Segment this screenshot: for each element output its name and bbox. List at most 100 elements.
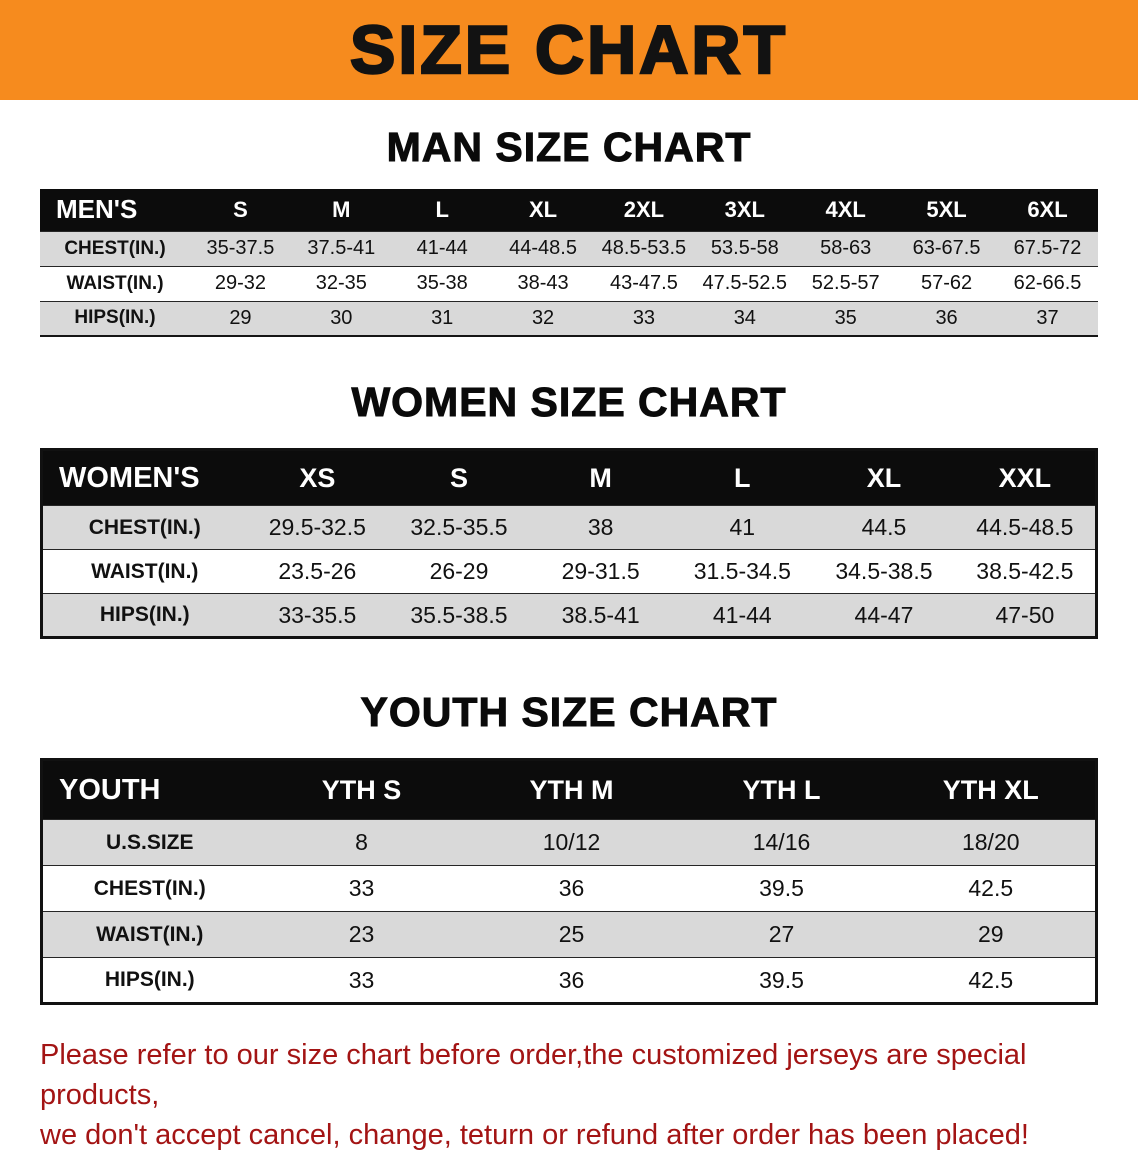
size-header-cell: XXL: [954, 449, 1097, 506]
disclaimer-line-1: Please refer to our size chart before or…: [40, 1039, 1027, 1112]
measurement-cell: 35-38: [416, 272, 468, 294]
size-header-cell: L: [391, 189, 493, 231]
measurement-cell: 10/12: [542, 829, 601, 855]
table-header-row: WOMEN'S XS S M L XL XXL: [41, 449, 1097, 506]
women-section-heading: WOMEN SIZE CHART: [351, 379, 787, 426]
measurement-cell: 41-44: [416, 237, 468, 259]
table-row: WAIST(IN.) 29-32 32-35 35-38 38-43 43-47.5 47.…: [40, 266, 1098, 301]
table-header-row: MEN'S S M L XL 2XL 3XL 4XL 5XL 6XL: [40, 189, 1098, 231]
measurement-cell: 63-67.5: [912, 237, 981, 259]
table-row: WAIST(IN.) 23 25 27 29: [41, 911, 1097, 958]
measurement-cell: 29-31.5: [561, 558, 640, 584]
measurement-cell: 38: [587, 514, 614, 540]
measurement-cell: 23: [348, 921, 375, 947]
measurement-cell: 57-62: [920, 272, 973, 294]
row-label: HIPS(IN.): [104, 968, 195, 991]
table-header-row: YOUTH YTH S YTH M YTH L YTH XL: [41, 759, 1097, 820]
measurement-cell: 14/16: [752, 829, 811, 855]
measurement-cell: 43-47.5: [610, 272, 678, 294]
size-header-cell: 2XL: [593, 189, 695, 231]
measurement-cell: 33: [632, 306, 656, 329]
measurement-cell: 41: [729, 514, 756, 540]
measurement-cell: 38.5-42.5: [976, 558, 1074, 584]
measurement-cell: 38.5-41: [561, 601, 640, 628]
size-header-cell: S: [190, 189, 291, 231]
measurement-cell: 29: [229, 306, 252, 329]
measurement-cell: 32.5-35.5: [410, 514, 508, 540]
measurement-cell: 29-32: [214, 272, 267, 294]
measurement-cell: 35.5-38.5: [410, 601, 508, 628]
size-header-cell: YTH XL: [886, 759, 1097, 820]
row-label: CHEST(IN.): [93, 876, 206, 900]
table-row: HIPS(IN.) 33 36 39.5 42.5: [41, 957, 1097, 1004]
size-header-cell: S: [388, 449, 530, 506]
size-header-cell: 3XL: [694, 189, 796, 231]
size-header-cell: YTH M: [466, 759, 677, 820]
row-label: WAIST(IN.): [96, 922, 204, 946]
measurement-cell: 29.5-32.5: [268, 514, 366, 540]
measurement-cell: 53.5-58: [710, 237, 779, 259]
measurement-cell: 42.5: [968, 875, 1014, 901]
measurement-cell: 33: [348, 875, 375, 901]
measurement-cell: 41-44: [712, 601, 772, 628]
size-header-cell: L: [671, 449, 814, 506]
youth-size-table: YOUTH YTH S YTH M YTH L YTH XL U.S.SIZE 8 10/12…: [40, 758, 1098, 1005]
measurement-cell: 39.5: [759, 966, 804, 993]
table-row: CHEST(IN.) 35-37.5 37.5-41 41-44 44-48.5 48.5…: [40, 231, 1098, 266]
measurement-cell: 31: [431, 306, 454, 329]
measurement-cell: 23.5-26: [278, 558, 357, 584]
measurement-cell: 25: [558, 921, 585, 947]
size-header-cell: YTH S: [256, 759, 467, 820]
row-label: HIPS(IN.): [74, 307, 156, 329]
row-label: CHEST(IN.): [88, 515, 201, 539]
measurement-cell: 38-43: [517, 272, 569, 294]
measurement-cell: 47.5-52.5: [702, 272, 788, 294]
measurement-cell: 33-35.5: [278, 601, 357, 628]
measurement-cell: 44.5-48.5: [976, 514, 1074, 540]
men-size-table: MEN'S S M L XL 2XL 3XL 4XL 5XL 6XL CHEST(IN.) 35-37…: [40, 189, 1098, 337]
size-header-cell: XL: [813, 449, 955, 506]
row-label: WAIST(IN.): [91, 559, 199, 583]
measurement-cell: 48.5-53.5: [601, 237, 687, 259]
measurement-cell: 35: [834, 306, 857, 329]
measurement-cell: 26-29: [429, 558, 489, 584]
table-row: CHEST(IN.) 29.5-32.5 32.5-35.5 38 41 44.5 44.5…: [41, 505, 1097, 550]
measurement-cell: 34.5-38.5: [835, 558, 933, 584]
women-size-table: WOMEN'S XS S M L XL XXL CHEST(IN.) 29.5-32.5 32.5…: [40, 448, 1098, 639]
table-title-cell: MEN'S: [40, 189, 190, 231]
measurement-cell: 37: [1036, 306, 1059, 329]
page-title: SIZE CHART: [349, 11, 788, 90]
table-title-cell: WOMEN'S: [41, 449, 247, 506]
measurement-cell: 37.5-41: [307, 237, 376, 259]
size-header-cell: 4XL: [795, 189, 897, 231]
measurement-cell: 33: [348, 966, 375, 993]
measurement-cell: 36: [558, 966, 585, 993]
measurement-cell: 62-66.5: [1013, 272, 1082, 294]
measurement-cell: 39.5: [759, 875, 804, 901]
row-label: U.S.SIZE: [105, 830, 194, 854]
measurement-cell: 31.5-34.5: [693, 558, 791, 584]
measurement-cell: 44-48.5: [509, 237, 577, 259]
measurement-cell: 42.5: [968, 966, 1014, 993]
table-row: WAIST(IN.) 23.5-26 26-29 29-31.5 31.5-34.5 34…: [41, 549, 1097, 594]
measurement-cell: 67.5-72: [1013, 237, 1082, 259]
measurement-cell: 27: [768, 921, 795, 947]
size-header-cell: 6XL: [997, 189, 1098, 231]
table-row: CHEST(IN.) 33 36 39.5 42.5: [41, 865, 1097, 912]
table-title-cell: YOUTH: [41, 759, 257, 820]
measurement-cell: 32-35: [315, 272, 367, 294]
measurement-cell: 58-63: [820, 237, 872, 259]
measurement-cell: 29: [977, 921, 1004, 947]
measurement-cell: 44-47: [854, 601, 914, 628]
table-row: HIPS(IN.) 33-35.5 35.5-38.5 38.5-41 41-44 44-…: [41, 593, 1097, 638]
youth-size-section: YOUTH SIZE CHART YOUTH YTH S YTH M YTH L YTH…: [0, 689, 1138, 1005]
measurement-cell: 47-50: [995, 601, 1055, 628]
measurement-cell: 35-37.5: [206, 237, 275, 259]
size-header-cell: XL: [492, 189, 594, 231]
row-label: WAIST(IN.): [66, 272, 164, 294]
women-size-section: WOMEN SIZE CHART WOMEN'S XS S M L XL XXL CHEST(…: [0, 379, 1138, 639]
size-header-cell: 5XL: [896, 189, 997, 231]
table-row: U.S.SIZE 8 10/12 14/16 18/20: [41, 819, 1097, 866]
size-header-cell: XS: [246, 449, 389, 506]
